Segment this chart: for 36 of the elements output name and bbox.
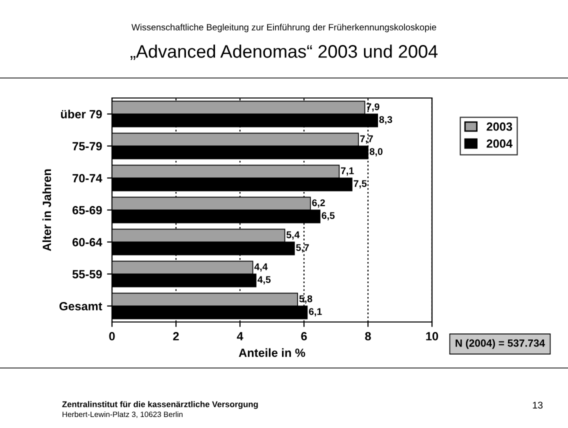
- data-label: 6,2: [312, 199, 325, 208]
- text: 13: [532, 402, 543, 409]
- data-label: 8,0: [370, 148, 383, 156]
- data-label: 5,8: [299, 295, 312, 304]
- x-tick-label: 10: [426, 332, 438, 340]
- data-label: 4,4: [254, 263, 268, 272]
- data-label: 6,5: [322, 212, 335, 220]
- y-tick-label: Gesamt: [59, 302, 102, 310]
- y-tick-label: 55-59: [72, 270, 102, 278]
- data-label: 6,1: [308, 308, 322, 316]
- x-tick-label: 4: [236, 332, 244, 340]
- y-tick-label: 70-74: [72, 174, 102, 182]
- data-label: 8,3: [379, 116, 392, 124]
- y-tick-label: 75-79: [72, 142, 102, 150]
- data-label: 5,7: [296, 244, 309, 252]
- data-label: 7,5: [354, 180, 367, 188]
- x-tick-label: 8: [365, 332, 371, 340]
- data-label: 7,9: [366, 103, 380, 112]
- text: Zentralinstitut für die kassenärztliche Versorgung: [62, 401, 258, 409]
- legend-label: 2003: [486, 122, 512, 131]
- data-label: 7,1: [341, 167, 354, 176]
- legend-label: 2004: [486, 139, 512, 148]
- chart-title: „Advanced Adenomas“ 2003 und 2004: [130, 44, 438, 60]
- text: N (2004) = 537.734: [456, 339, 545, 349]
- x-tick-label: 0: [109, 332, 115, 340]
- y-tick-label: über 79: [61, 110, 102, 118]
- data-label: 4,5: [258, 276, 271, 284]
- y-tick-label: 65-69: [72, 206, 102, 214]
- y-axis-title: Alter in Jahren: [42, 169, 52, 252]
- y-tick-label: 60-64: [72, 238, 102, 246]
- x-tick-label: 2: [173, 332, 179, 340]
- data-label: 7,7: [360, 135, 373, 144]
- chart-subtitle: Wissenschaftliche Begleitung zur Einführung der Früherkennungskoloskopie: [131, 24, 436, 32]
- x-tick-label: 6: [301, 332, 307, 340]
- data-label: 5,4: [286, 231, 300, 240]
- x-axis-title: Anteile in %: [238, 348, 306, 357]
